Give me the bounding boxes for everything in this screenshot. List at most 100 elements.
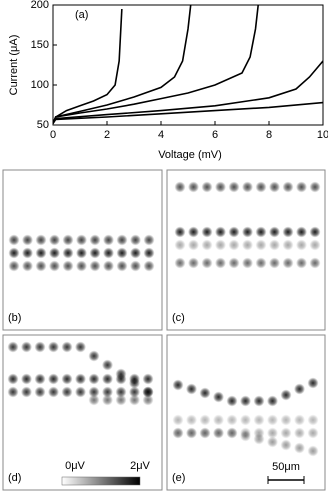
y-tick-label: 150 <box>31 39 49 51</box>
image-dot <box>253 395 265 407</box>
image-dot <box>62 260 74 272</box>
x-tick-label: 4 <box>158 129 164 141</box>
image-dot <box>240 414 251 426</box>
image-dot <box>188 226 199 238</box>
image-dot <box>213 427 224 439</box>
image-dot <box>267 414 278 426</box>
image-dot <box>115 386 127 398</box>
panel-frame <box>166 334 326 491</box>
image-dot <box>174 239 186 251</box>
image-dot <box>76 260 87 272</box>
image-dot <box>89 247 101 259</box>
image-dot <box>103 247 114 259</box>
image-dot <box>228 181 240 193</box>
image-dot <box>103 234 114 246</box>
image-dot <box>8 247 20 259</box>
image-dot <box>267 395 278 407</box>
image-panels <box>2 169 326 491</box>
image-dot <box>294 383 305 395</box>
image-dot <box>22 260 33 272</box>
image-dot <box>186 427 197 439</box>
image-dot <box>215 181 226 193</box>
x-tick-label: 8 <box>266 129 272 141</box>
image-dot <box>102 359 113 371</box>
image-dot <box>255 226 267 238</box>
image-dot <box>282 257 294 269</box>
image-dot <box>130 234 141 246</box>
image-dot <box>61 373 73 385</box>
image-dot <box>61 386 73 398</box>
image-dot <box>8 234 20 246</box>
image-dot <box>228 257 240 269</box>
x-tick-label: 2 <box>104 129 110 141</box>
image-dot <box>282 181 294 193</box>
panel-frame <box>2 334 163 491</box>
image-dot <box>88 373 100 385</box>
y-tick-label: 100 <box>31 79 49 91</box>
panel-label: (a) <box>75 9 88 21</box>
image-dot <box>76 234 87 246</box>
image-dot <box>307 445 319 457</box>
image-dot <box>213 414 224 426</box>
panel-label: (c) <box>172 312 185 324</box>
x-tick-label: 6 <box>212 129 218 141</box>
image-dot <box>102 394 113 406</box>
image-dot <box>142 386 154 398</box>
image-dot <box>7 341 19 353</box>
x-axis-title: Voltage (mV) <box>158 149 222 161</box>
image-dot <box>213 391 224 403</box>
image-dot <box>294 442 305 454</box>
image-dot <box>267 436 278 448</box>
image-dot <box>186 383 197 395</box>
image-dot <box>172 379 184 391</box>
image-dot <box>48 373 59 385</box>
image-dot <box>242 226 253 238</box>
image-dot <box>61 341 73 353</box>
image-dot <box>255 181 267 193</box>
image-dot <box>129 394 140 406</box>
image-dot <box>143 247 155 259</box>
image-dot <box>280 414 292 426</box>
image-dot <box>35 247 47 259</box>
image-dot <box>255 257 267 269</box>
image-dot <box>296 239 307 251</box>
image-dot <box>309 181 321 193</box>
image-dot <box>116 260 128 272</box>
image-dot <box>115 394 127 406</box>
image-dot <box>7 386 19 398</box>
x-tick-label: 10 <box>317 129 328 141</box>
scale-bar-label: 50μm <box>272 461 300 473</box>
image-dot <box>116 234 128 246</box>
image-dot <box>242 181 253 193</box>
image-dot <box>267 427 278 439</box>
image-dot <box>215 239 226 251</box>
image-dot <box>143 260 155 272</box>
image-dot <box>188 257 199 269</box>
image-dot <box>7 373 19 385</box>
image-dot <box>130 260 141 272</box>
image-dot <box>172 427 184 439</box>
image-dot <box>89 234 101 246</box>
image-dot <box>35 260 47 272</box>
image-dot <box>188 239 199 251</box>
image-dot <box>199 414 211 426</box>
image-dot <box>307 427 319 439</box>
image-dot <box>309 239 321 251</box>
image-dot <box>8 260 20 272</box>
iv-curve <box>53 5 259 124</box>
image-dot <box>253 414 265 426</box>
image-dot <box>282 226 294 238</box>
image-dot <box>129 386 140 398</box>
colorbar <box>61 476 141 486</box>
image-dot <box>226 414 238 426</box>
image-dot <box>280 389 292 401</box>
image-dot <box>75 386 86 398</box>
image-dot <box>228 226 240 238</box>
x-tick-label: 0 <box>50 129 56 141</box>
image-dot <box>294 414 305 426</box>
image-dot <box>253 433 265 445</box>
image-dot <box>228 239 240 251</box>
image-dot <box>129 373 140 385</box>
image-dot <box>240 430 251 442</box>
